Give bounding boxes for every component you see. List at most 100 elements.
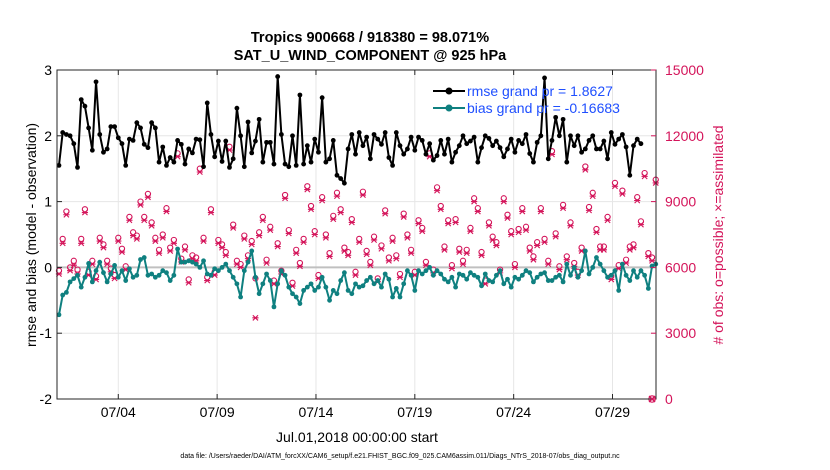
bias-point [390,294,395,300]
assimilated-obs-marker [641,173,648,180]
rmse-point [178,141,184,147]
bias-point [234,281,240,287]
bias-point [608,272,614,278]
rmse-point [497,145,503,151]
x-tick-label: 07/19 [397,404,432,420]
rmse-point [486,136,492,141]
legend-rmse-marker [445,87,453,95]
assimilated-obs-marker [537,208,544,215]
series-lines [56,74,659,318]
bias-point [619,261,625,267]
y-left-tick-label: -2 [40,391,53,407]
axes-box [56,69,657,400]
bias-point [138,257,143,262]
bias-point [119,268,125,274]
bias-point [126,266,132,272]
rmse-point [86,125,92,131]
assimilated-obs-marker [341,247,348,254]
rmse-point [56,163,62,168]
bias-point [308,281,314,287]
bias-point [204,271,210,277]
rmse-point [334,172,340,178]
bias-point [501,281,507,287]
assimilated-obs-marker [215,240,222,247]
assimilated-obs-marker [467,228,474,235]
bias-point [219,265,225,270]
assimilated-obs-marker [396,274,404,281]
assimilated-obs-marker [293,250,300,257]
assimilated-obs-marker [400,213,407,220]
bias-point [482,271,488,277]
bias-point [149,271,155,277]
rmse-point [60,130,66,135]
assimilated-obs-marker [137,201,144,208]
bias-point [471,272,477,278]
rmse-point [149,120,155,126]
rmse-point [167,155,173,160]
legend-rmse-label: rmse grand pr = 1.8627 [467,83,613,99]
assimilated-obs-marker [530,256,537,263]
assimilated-obs-marker [541,239,548,246]
assimilated-obs-marker [252,314,259,321]
bias-point [171,272,177,278]
rmse-point [579,149,585,155]
bias-point [145,272,151,278]
bias-point [449,274,455,280]
y-axis-label-right: # of obs: o=possible; ×=assimilated [710,125,726,344]
bias-point [330,288,336,293]
assimilated-obs-marker [330,216,337,223]
assimilated-obs-marker [204,277,211,284]
bias-point [112,263,117,268]
rmse-point [505,146,510,152]
rmse-point [534,139,540,145]
rmse-point [545,156,551,162]
rmse-point [275,74,281,79]
assimilated-obs-marker [159,234,166,241]
rmse-point [190,150,195,156]
bias-point [349,291,355,297]
rmse-point [564,159,570,165]
y-right-tick-label: 12000 [665,128,704,144]
x-axis-label: Jul.01,2018 00:00:00 start [276,429,438,445]
assimilated-obs-marker [356,239,363,246]
rmse-point [223,138,229,144]
assimilated-obs-marker [118,249,126,256]
bias-point [63,290,69,295]
assimilated-obs-marker [634,197,641,204]
x-tick-label: 07/09 [200,404,235,420]
assimilated-obs-marker [152,238,159,245]
bias-point [271,304,277,310]
rmse-point [575,133,581,139]
bias-point [642,272,648,278]
assimilated-obs-marker [81,209,89,216]
bias-point [371,281,377,287]
bias-point [456,271,462,277]
bias-point [423,268,429,274]
assimilated-obs-marker [630,244,637,251]
bias-point [631,268,636,274]
rmse-point [612,141,618,147]
rmse-point [130,138,136,143]
bias-point [590,265,596,270]
bias-point [579,268,585,274]
rmse-point [293,163,299,168]
y-left-tick-label: 1 [44,194,52,210]
rmse-point [434,153,440,158]
rmse-point [382,130,388,135]
rmse-point [249,150,255,156]
bias-point [568,272,573,278]
bias-point [104,279,110,285]
legend-bias-marker [445,104,453,112]
bias-point [364,278,370,283]
rmse-point [256,116,262,122]
bias-point [164,270,169,276]
bias-point [290,291,295,297]
rmse-point [341,180,347,186]
rmse-point [63,132,69,137]
rmse-point [93,79,99,85]
assimilated-obs-marker [359,192,367,199]
assimilated-obs-marker [126,217,133,224]
data-file-footer: data file: /Users/raeder/DAI/ATM_forcXX/… [180,453,620,460]
y-right-tick-label: 15000 [665,62,704,78]
